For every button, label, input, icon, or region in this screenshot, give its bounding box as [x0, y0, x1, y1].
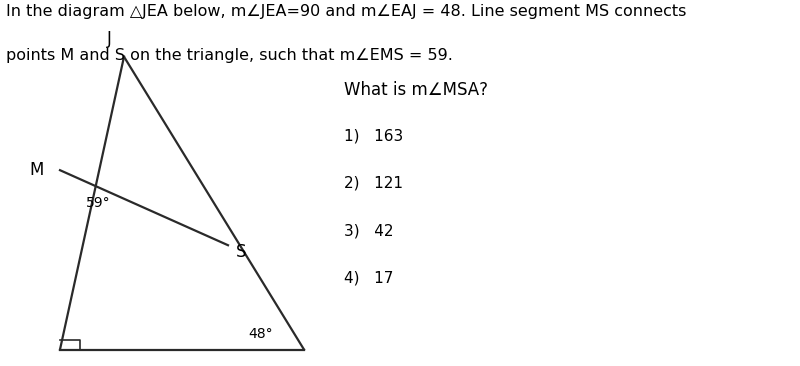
- Text: In the diagram △JEA below, m∠JEA=90 and m∠EAJ = 48. Line segment MS connects: In the diagram △JEA below, m∠JEA=90 and …: [6, 4, 686, 19]
- Text: 48°: 48°: [248, 327, 273, 341]
- Text: 59°: 59°: [86, 196, 111, 210]
- Text: 2)   121: 2) 121: [344, 176, 403, 191]
- Text: M: M: [30, 161, 44, 179]
- Text: S: S: [236, 243, 246, 261]
- Text: points M and S on the triangle, such that m∠EMS = 59.: points M and S on the triangle, such tha…: [6, 48, 454, 63]
- Text: 3)   42: 3) 42: [344, 223, 394, 238]
- Text: J: J: [107, 30, 112, 48]
- Text: What is m∠MSA?: What is m∠MSA?: [344, 81, 488, 98]
- Text: 1)   163: 1) 163: [344, 128, 403, 143]
- Text: 4)   17: 4) 17: [344, 271, 394, 286]
